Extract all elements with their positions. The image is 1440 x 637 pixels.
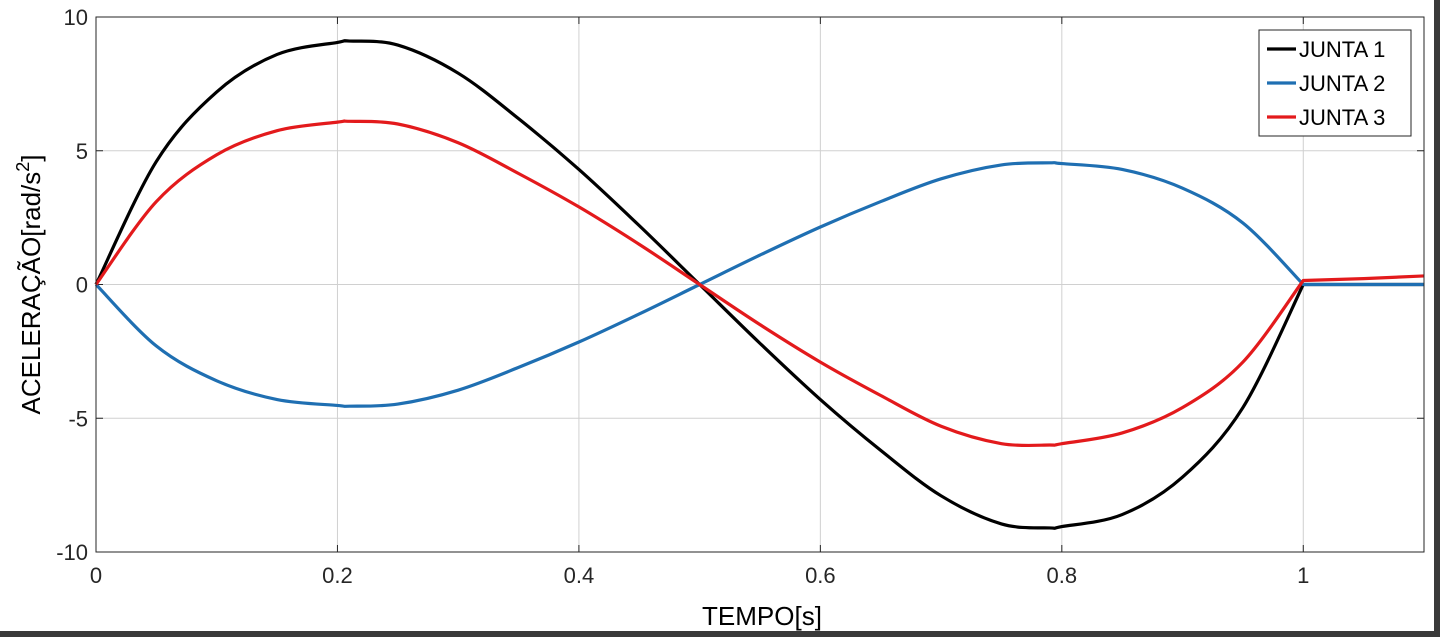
legend: JUNTA 1 JUNTA 2 JUNTA 3 — [1258, 29, 1412, 137]
y-axis-label-superscript: 2 — [13, 162, 33, 172]
y-tick-label: 0 — [76, 273, 88, 298]
y-axis-label-main: ACELERAÇÃO[rad/s — [16, 172, 46, 415]
series-lines — [94, 39, 1425, 530]
axis-ticks: 0 0.2 0.4 0.6 0.8 1 -10 -5 0 5 10 — [56, 5, 1424, 588]
legend-label-1: JUNTA 1 — [1299, 37, 1385, 62]
x-tick-label: 0.4 — [564, 563, 595, 588]
y-tick-label: -10 — [56, 540, 88, 565]
x-tick-label: 0.8 — [1047, 563, 1078, 588]
y-tick-label: 10 — [64, 5, 88, 30]
x-tick-label: 0.6 — [805, 563, 836, 588]
y-axis-label: ACELERAÇÃO[rad/s2] — [13, 155, 46, 415]
plot-border — [95, 16, 1425, 553]
series-line-3 — [94, 119, 1425, 448]
legend-label-2: JUNTA 2 — [1299, 71, 1385, 96]
y-tick-label: -5 — [68, 406, 88, 431]
x-tick-label: 0 — [90, 563, 102, 588]
legend-label-3: JUNTA 3 — [1299, 105, 1385, 130]
y-axis-label-end: ] — [16, 155, 46, 162]
x-axis-label: TEMPO[s] — [702, 601, 822, 631]
x-tick-label: 0.2 — [322, 563, 353, 588]
x-tick-label: 1 — [1297, 563, 1309, 588]
y-tick-label: 5 — [76, 139, 88, 164]
